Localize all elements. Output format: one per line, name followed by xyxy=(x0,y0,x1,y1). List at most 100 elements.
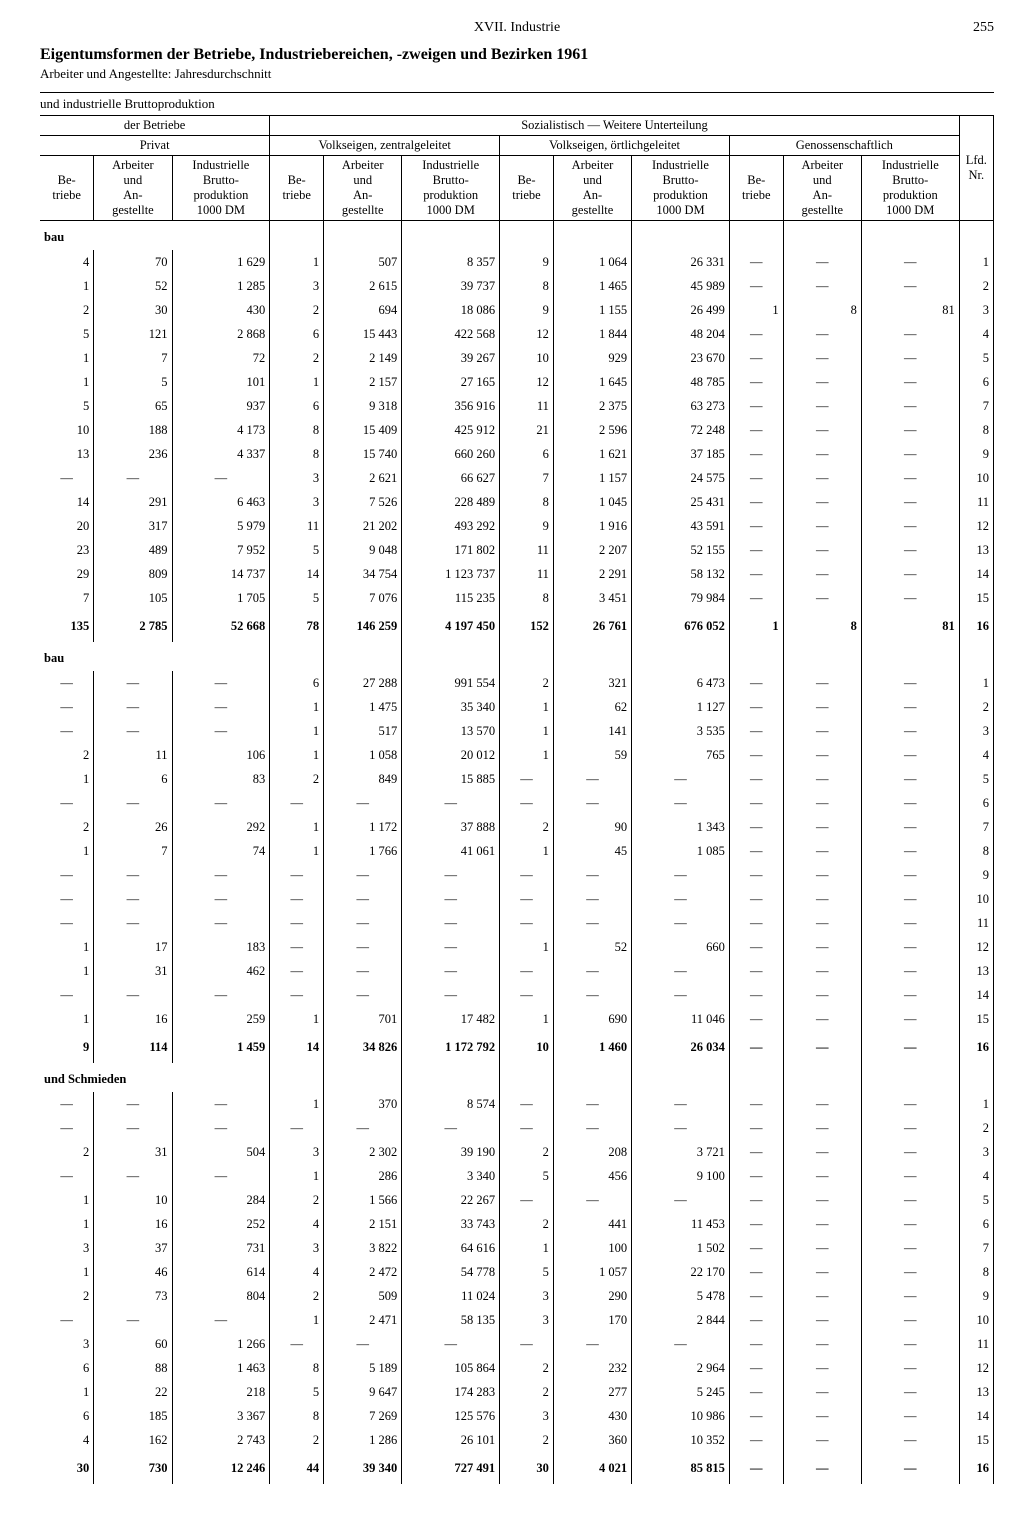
table-row: 14661442 47254 77851 05722 170———8 xyxy=(40,1260,994,1284)
table-cell: 45 989 xyxy=(632,274,730,298)
table-cell: 3 xyxy=(270,1140,324,1164)
table-cell: 1 xyxy=(500,935,554,959)
section-label: und Schmieden xyxy=(40,1063,270,1092)
table-cell: — xyxy=(40,671,94,695)
table-cell: — xyxy=(94,911,172,935)
table-cell: — xyxy=(172,719,270,743)
table-cell: — xyxy=(729,1236,783,1260)
table-cell: 20 012 xyxy=(402,743,500,767)
table-cell: 8 xyxy=(783,298,861,322)
table-cell: 1 xyxy=(40,959,94,983)
table-cell: 11 xyxy=(500,394,554,418)
table-cell: — xyxy=(729,695,783,719)
table-cell: 39 190 xyxy=(402,1140,500,1164)
table-cell: — xyxy=(40,1092,94,1116)
table-cell: — xyxy=(729,1380,783,1404)
table-cell: 1 xyxy=(270,815,324,839)
table-cell: 48 204 xyxy=(632,322,730,346)
table-cell: 2 xyxy=(270,1284,324,1308)
table-cell: 6 xyxy=(270,394,324,418)
table-cell: 43 591 xyxy=(632,514,730,538)
table-cell: — xyxy=(729,370,783,394)
table-cell: 292 xyxy=(172,815,270,839)
table-cell: 6 xyxy=(959,791,993,815)
table-cell: — xyxy=(783,1380,861,1404)
table-cell: — xyxy=(729,346,783,370)
table-row: 11625242 15133 743244111 453———6 xyxy=(40,1212,994,1236)
table-cell: — xyxy=(402,959,500,983)
table-cell: 1 286 xyxy=(324,1428,402,1452)
table-cell: — xyxy=(861,983,959,1007)
table-cell: 11 xyxy=(270,514,324,538)
table-cell: 1 xyxy=(40,1212,94,1236)
table-cell: 6 473 xyxy=(632,671,730,695)
table-cell: 20 xyxy=(40,514,94,538)
table-cell: 1 xyxy=(40,370,94,394)
table-cell: — xyxy=(783,695,861,719)
table-cell: — xyxy=(270,791,324,815)
table-cell: 1 566 xyxy=(324,1188,402,1212)
table-cell: 1 xyxy=(40,274,94,298)
table-cell: 1 844 xyxy=(553,322,631,346)
table-cell: 16 xyxy=(94,1007,172,1031)
table-cell: 929 xyxy=(553,346,631,370)
spacer xyxy=(270,221,324,251)
table-cell: — xyxy=(783,911,861,935)
table-cell: — xyxy=(783,719,861,743)
table-cell: — xyxy=(783,1404,861,1428)
col-group-gen: Genossenschaftlich xyxy=(729,136,959,156)
table-row: 6881 46385 189105 86422322 964———12 xyxy=(40,1356,994,1380)
table-cell: 4 xyxy=(40,1428,94,1452)
table-cell: — xyxy=(783,346,861,370)
table-cell: 1 xyxy=(40,1188,94,1212)
table-cell: 228 489 xyxy=(402,490,500,514)
table-cell: — xyxy=(553,1188,631,1212)
table-cell: 100 xyxy=(553,1236,631,1260)
table-row: ———12 47158 13531702 844———10 xyxy=(40,1308,994,1332)
spacer xyxy=(783,642,861,671)
table-cell: 2 302 xyxy=(324,1140,402,1164)
table-cell: 125 576 xyxy=(402,1404,500,1428)
table-cell: — xyxy=(172,983,270,1007)
table-cell: 15 xyxy=(959,586,993,610)
table-cell: 804 xyxy=(172,1284,270,1308)
table-cell: — xyxy=(783,466,861,490)
spacer xyxy=(959,221,993,251)
table-cell: — xyxy=(783,983,861,1007)
table-cell: — xyxy=(632,863,730,887)
table-cell: 3 xyxy=(959,1140,993,1164)
table-cell: 15 xyxy=(959,1007,993,1031)
table-row: 71051 70557 076115 23583 45179 984———15 xyxy=(40,586,994,610)
table-cell: 14 xyxy=(959,562,993,586)
table-cell: — xyxy=(553,863,631,887)
table-cell: — xyxy=(783,1031,861,1063)
table-cell: — xyxy=(500,911,554,935)
table-cell: 15 xyxy=(959,1428,993,1452)
table-cell: 1 xyxy=(270,1308,324,1332)
table-row: ———32 62166 62771 15724 575———10 xyxy=(40,466,994,490)
table-row: 2980914 7371434 7541 123 737112 29158 13… xyxy=(40,562,994,586)
table-cell: 11 xyxy=(94,743,172,767)
table-cell: 9 xyxy=(500,298,554,322)
table-cell: 5 xyxy=(500,1164,554,1188)
table-cell: 135 xyxy=(40,610,94,642)
table-cell: — xyxy=(783,1188,861,1212)
table-cell: — xyxy=(729,538,783,562)
table-cell: 24 575 xyxy=(632,466,730,490)
table-cell: 2 xyxy=(959,274,993,298)
table-cell: — xyxy=(40,695,94,719)
table-cell: 13 xyxy=(959,538,993,562)
table-cell: 1 xyxy=(40,1260,94,1284)
table-cell: 4 xyxy=(959,743,993,767)
table-cell: 8 xyxy=(959,418,993,442)
table-cell: 456 xyxy=(553,1164,631,1188)
table-cell: — xyxy=(783,935,861,959)
table-row: 116259170117 482169011 046———15 xyxy=(40,1007,994,1031)
table-cell: 29 xyxy=(40,562,94,586)
table-cell: 33 743 xyxy=(402,1212,500,1236)
table-cell: — xyxy=(861,959,959,983)
col-be-3: Be-triebe xyxy=(500,156,554,221)
table-cell: — xyxy=(861,1380,959,1404)
table-row: 51212 868615 443422 568121 84448 204———4 xyxy=(40,322,994,346)
table-cell: — xyxy=(861,1236,959,1260)
